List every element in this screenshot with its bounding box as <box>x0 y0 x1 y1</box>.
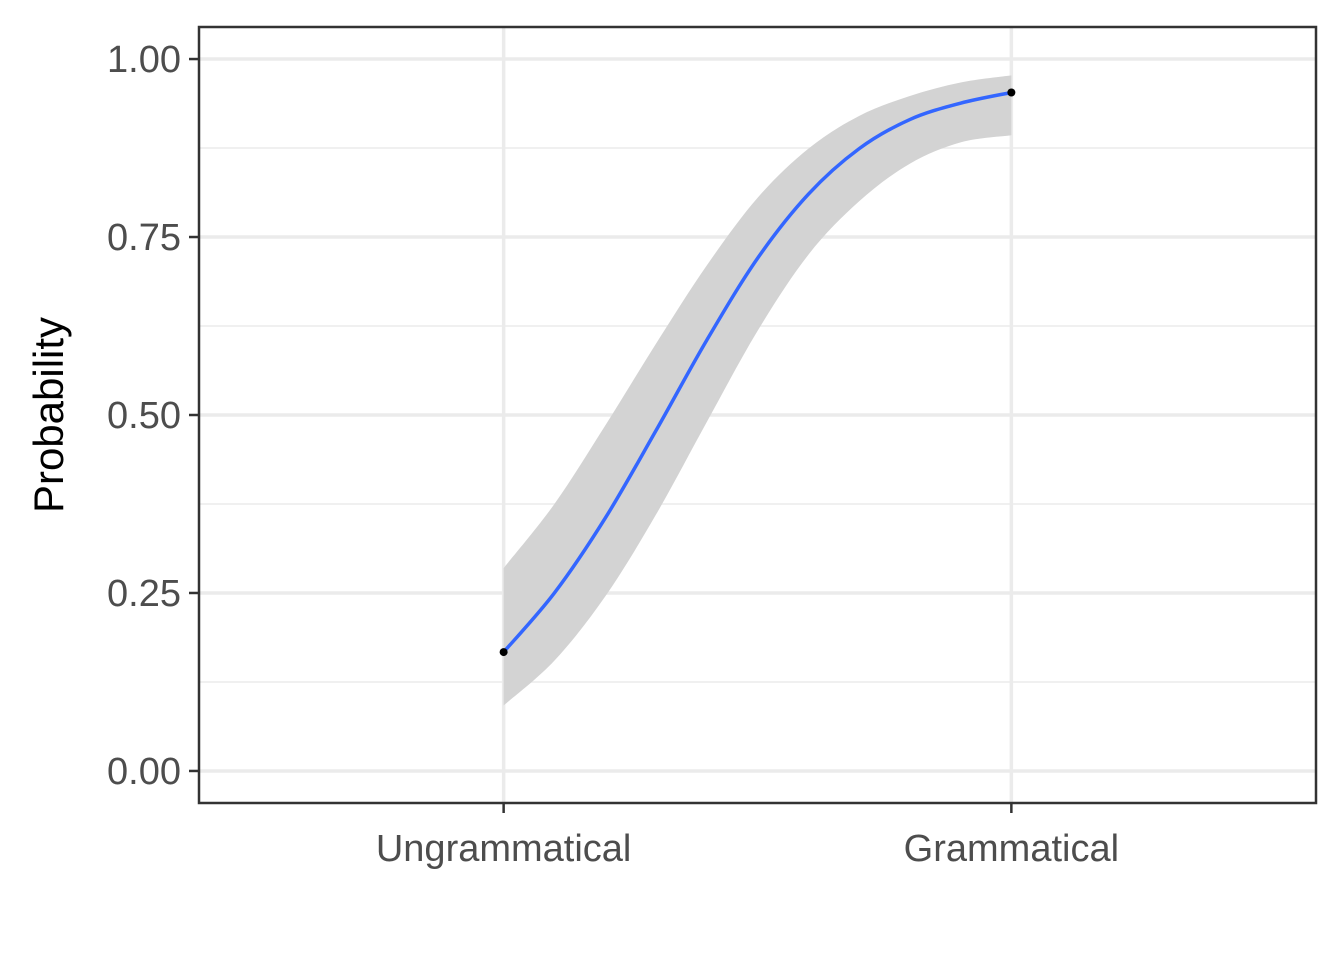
grid-lines <box>199 27 1316 803</box>
y-axis-title: Probability <box>25 317 72 513</box>
data-points-layer <box>499 88 1016 657</box>
confidence-band <box>503 75 1012 706</box>
y-tick-label: 0.75 <box>107 217 181 259</box>
x-axis: Ungrammatical Grammatical <box>376 803 1119 870</box>
x-tick-label: Grammatical <box>904 828 1119 870</box>
data-point <box>1007 88 1016 97</box>
y-axis: 0.00 0.25 0.50 0.75 1.00 <box>107 39 199 793</box>
y-tick-label: 0.00 <box>107 751 181 793</box>
y-tick-label: 1.00 <box>107 39 181 81</box>
confidence-band-layer <box>503 75 1012 706</box>
fitted-curve-layer <box>502 90 1012 654</box>
y-tick-label: 0.25 <box>107 573 181 615</box>
x-tick-label: Ungrammatical <box>376 828 632 870</box>
y-tick-label: 0.50 <box>107 395 181 437</box>
fitted-curve <box>502 90 1012 654</box>
data-point <box>499 648 508 657</box>
